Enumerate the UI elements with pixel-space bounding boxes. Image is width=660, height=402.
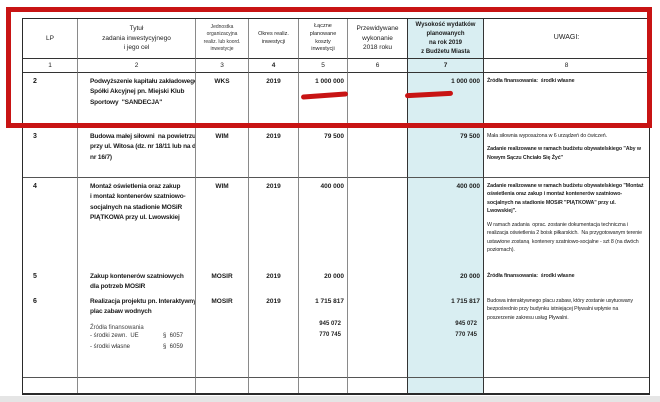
row6-remarks: Budowa interaktywnego placu zabaw, który… [484, 293, 649, 378]
table-row-4: 4 Montaż oświetlenia oraz zakup i montaż… [23, 178, 649, 268]
row6-total-cost: 1 715 817 945 072 770 745 [299, 293, 348, 378]
table-row-6: 6 Realizacja projektu pn. Interaktywny p… [23, 293, 649, 378]
financing-totals: 945 072 770 745 [319, 321, 341, 338]
paragraph-code: § 6059 [162, 343, 183, 350]
row3-unit: WIM [196, 128, 249, 178]
empty-cell [78, 378, 196, 393]
row4-unit: WIM [196, 178, 249, 268]
column-number-5: 5 [299, 59, 348, 73]
row4-total-cost: 400 000 [299, 178, 348, 268]
row6-title: Realizacja projektu pn. Interaktywny pla… [78, 293, 196, 378]
header-cell-plan-2019: Wysokość wydatków planowanych na rok 201… [408, 19, 484, 59]
row3-title: Budowa małej siłowni na powietrzu przy u… [78, 128, 196, 178]
empty-cell [484, 378, 649, 393]
column-number-row: 1 2 3 4 5 6 7 8 [23, 59, 649, 73]
empty-cell [23, 378, 78, 393]
table-empty-row [23, 378, 649, 393]
table-row-5: 5 Zakup kontenerów szatniowych dla potrz… [23, 268, 649, 293]
row5-period: 2019 [249, 268, 299, 293]
financing-line-own: - środki własne § 6059 [90, 342, 193, 353]
table-row-3: 3 Budowa małej siłowni na powietrzu przy… [23, 128, 649, 178]
financing-plan-2019: 945 072 770 745 [455, 321, 477, 338]
row5-total-cost: 20 000 [299, 268, 348, 293]
column-number-6: 6 [348, 59, 408, 73]
row4-plan-2019: 400 000 [408, 178, 484, 268]
column-number-1: 1 [23, 59, 78, 73]
row3-expected-2018 [348, 128, 408, 178]
empty-cell [196, 378, 249, 393]
column-number-3: 3 [196, 59, 249, 73]
row6-lp: 6 [23, 293, 78, 378]
row5-plan-2019: 20 000 [408, 268, 484, 293]
row6-period: 2019 [249, 293, 299, 378]
table-header-row: LP Tytuł zadania inwestycyjnego i jego c… [23, 19, 649, 59]
row6-unit: MOSIR [196, 293, 249, 378]
row3-total-cost: 79 500 [299, 128, 348, 178]
header-cell-lp: LP [23, 19, 78, 59]
column-number-2: 2 [78, 59, 196, 73]
header-cell-title: Tytuł zadania inwestycyjnego i jego cel [78, 19, 196, 59]
row4-expected-2018 [348, 178, 408, 268]
header-cell-total-cost: Łączne planowane koszty inwestycji [299, 19, 348, 59]
row2-title: Podwyższenie kapitału zakładowego Spółki… [78, 73, 196, 128]
row5-remarks: Źródła finansowania: środki własne [487, 273, 575, 279]
row4-period: 2019 [249, 178, 299, 268]
row4-lp: 4 [23, 178, 78, 268]
row2-unit: WKS [196, 73, 249, 128]
row4-title: Montaż oświetlenia oraz zakup i montaż k… [78, 178, 196, 268]
row3-lp: 3 [23, 128, 78, 178]
row5-expected-2018 [348, 268, 408, 293]
column-number-4: 4 [249, 59, 299, 73]
row2-total-cost: 1 000 000 [299, 73, 348, 128]
empty-cell [299, 378, 348, 393]
row2-lp: 2 [23, 73, 78, 128]
page-edge-strip [0, 396, 660, 402]
row6-expected-2018 [348, 293, 408, 378]
financing-line-eu: - środki zewn. UE § 6057 [90, 331, 193, 342]
financing-heading: Źródła finansowania [90, 324, 144, 331]
row2-expected-2018 [348, 73, 408, 128]
row6-plan-2019: 1 715 817 945 072 770 745 [408, 293, 484, 378]
header-cell-period: Okres realiz. inwestycji [249, 19, 299, 59]
column-number-8: 8 [484, 59, 649, 73]
row2-period: 2019 [249, 73, 299, 128]
paragraph-code: § 6057 [162, 332, 183, 339]
column-number-7: 7 [408, 59, 484, 73]
row2-remarks: Źródła finansowania: środki własne [484, 73, 649, 128]
row3-plan-2019: 79 500 [408, 128, 484, 178]
row5-unit: MOSIR [196, 268, 249, 293]
row3-period: 2019 [249, 128, 299, 178]
row2-plan-2019: 1 000 000 [408, 73, 484, 128]
empty-cell [408, 378, 484, 393]
header-cell-expected-2018: Przewidywane wykonanie 2018 roku [348, 19, 408, 59]
table-row-2: 2 Podwyższenie kapitału zakładowego Spół… [23, 73, 649, 128]
row3-remarks: Mała siłownia wyposażona w 6 urządzeń do… [484, 128, 649, 178]
empty-cell [348, 378, 408, 393]
row5-lp: 5 [23, 268, 78, 293]
empty-cell [249, 378, 299, 393]
row4-remarks: Zadanie realizowane w ramach budżetu oby… [487, 183, 644, 254]
investment-table: LP Tytuł zadania inwestycyjnego i jego c… [22, 18, 650, 395]
row5-title: Zakup kontenerów szatniowych dla potrzeb… [78, 268, 196, 293]
header-cell-remarks: UWAGI: [484, 19, 649, 59]
header-cell-unit: Jednostka organizacyjna realiz. lub koor… [196, 19, 249, 59]
